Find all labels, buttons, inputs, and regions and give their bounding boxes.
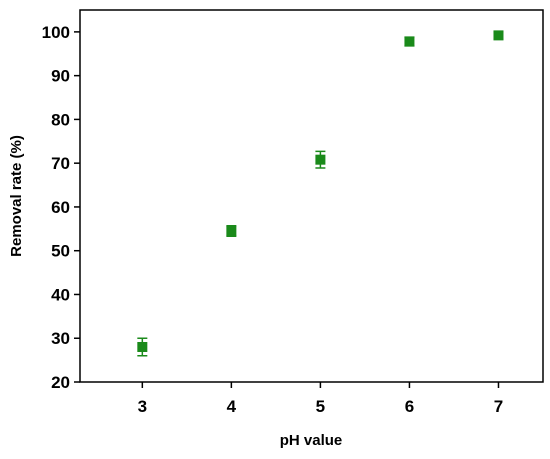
data-point [493,30,504,41]
y-tick-label: 90 [51,67,70,86]
x-tick-label: 7 [494,397,503,416]
square-marker [226,226,237,237]
x-tick-label: 4 [227,397,237,416]
x-axis: 3 4 5 6 7 [138,382,503,416]
data-series [137,30,504,357]
y-tick-label: 20 [51,373,70,392]
y-tick-label: 70 [51,154,70,173]
y-axis: 20 30 40 50 60 70 80 90 100 [42,23,80,392]
square-marker [137,341,148,352]
x-tick-label: 5 [316,397,325,416]
data-point [404,36,415,47]
square-marker [493,30,504,41]
x-tick-label: 6 [405,397,414,416]
square-marker [315,154,326,165]
square-marker [404,36,415,47]
y-tick-label: 50 [51,242,70,261]
y-tick-label: 30 [51,329,70,348]
x-tick-label: 3 [138,397,147,416]
y-tick-label: 100 [42,23,70,42]
x-axis-title: pH value [280,432,343,449]
plot-frame [79,9,544,383]
data-point [137,337,148,357]
y-axis-title: Removal rate (%) [8,135,25,257]
y-tick-label: 80 [51,110,70,129]
y-tick-label: 60 [51,198,70,217]
data-point [315,150,326,169]
data-point [226,225,237,238]
y-tick-label: 40 [51,285,70,304]
